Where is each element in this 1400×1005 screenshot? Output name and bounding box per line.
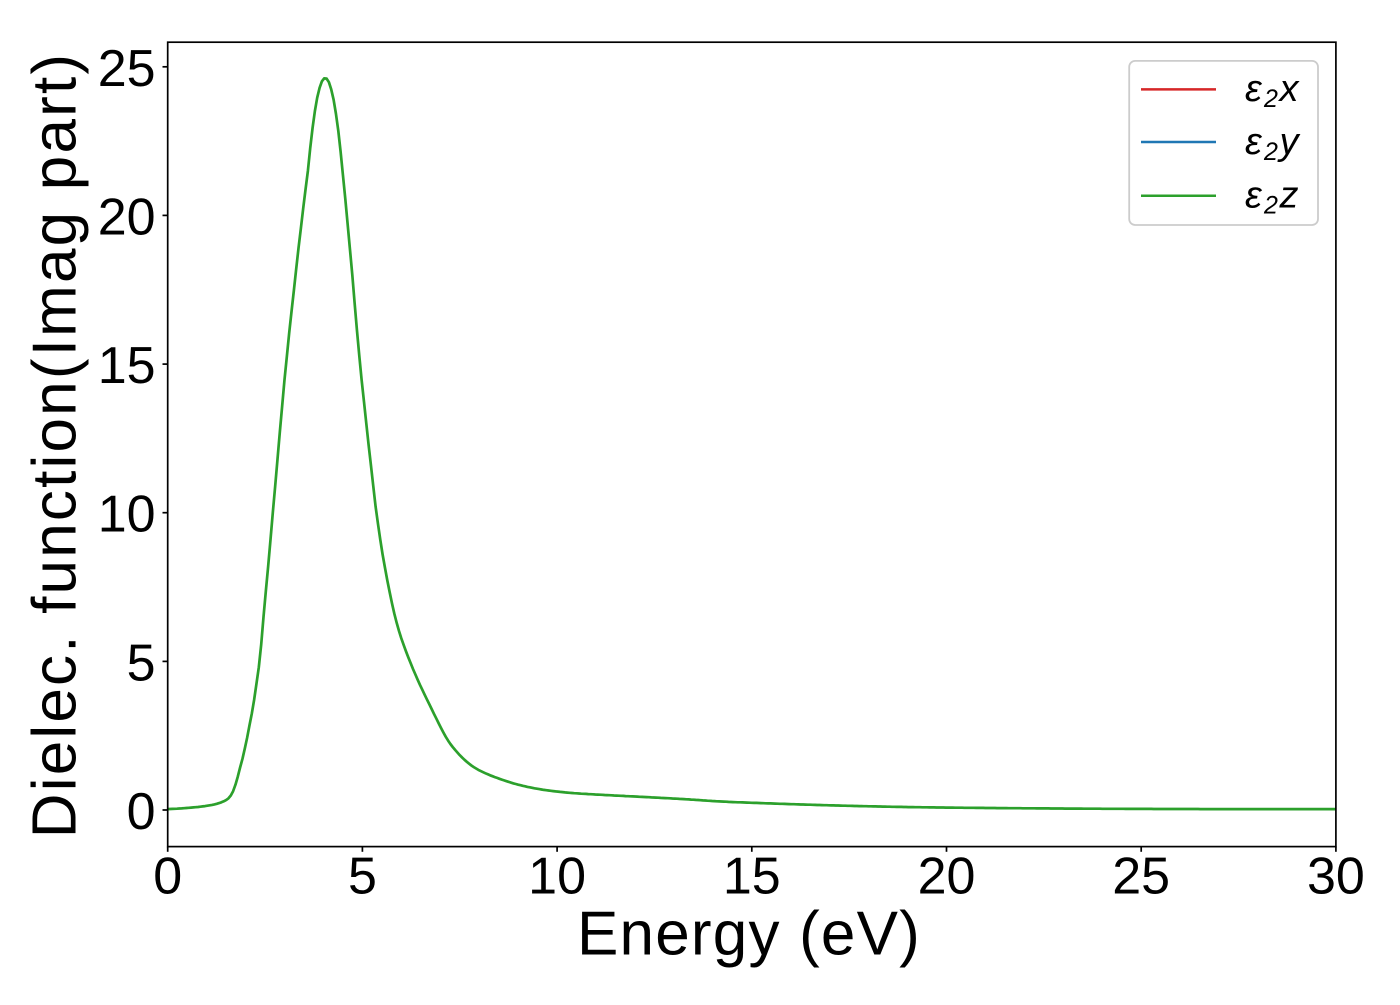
svg-text:ε2z: ε2z bbox=[1245, 175, 1299, 220]
svg-text:Energy (eV): Energy (eV) bbox=[577, 900, 921, 969]
svg-text:5: 5 bbox=[348, 848, 377, 906]
svg-text:25: 25 bbox=[1112, 848, 1170, 906]
svg-text:5: 5 bbox=[127, 634, 156, 692]
svg-text:0: 0 bbox=[127, 783, 156, 841]
svg-text:Dielec. function(Imag part): Dielec. function(Imag part) bbox=[21, 52, 90, 838]
svg-text:20: 20 bbox=[918, 848, 976, 906]
svg-text:10: 10 bbox=[528, 848, 586, 906]
svg-text:15: 15 bbox=[98, 337, 156, 395]
svg-text:15: 15 bbox=[723, 848, 781, 906]
svg-text:10: 10 bbox=[98, 486, 156, 544]
svg-text:25: 25 bbox=[98, 40, 156, 98]
svg-text:30: 30 bbox=[1307, 848, 1365, 906]
svg-text:0: 0 bbox=[153, 848, 182, 906]
svg-text:20: 20 bbox=[98, 188, 156, 246]
